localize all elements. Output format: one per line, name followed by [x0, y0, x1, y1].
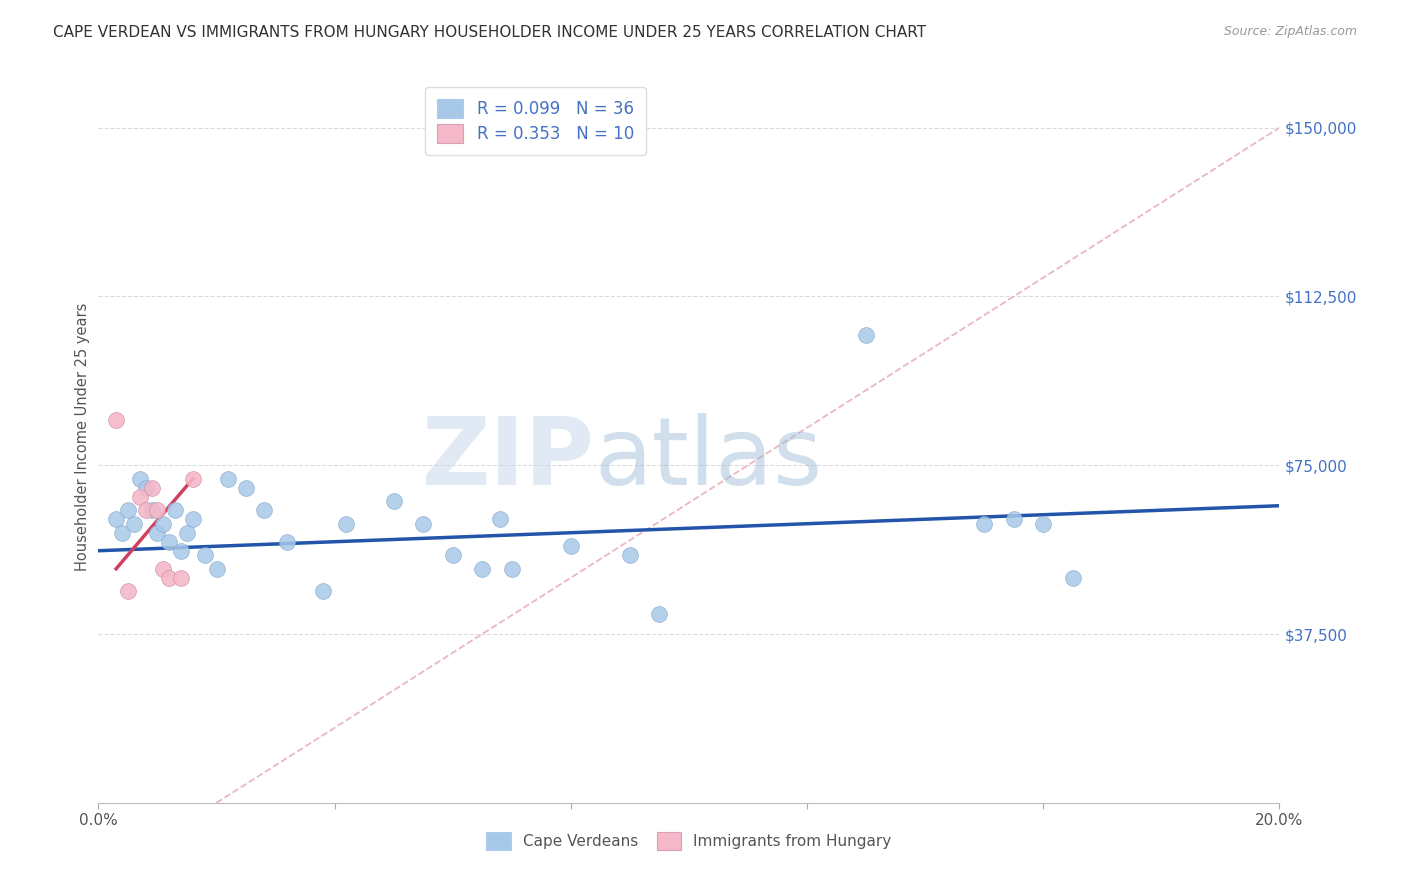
Point — [235, 481, 257, 495]
Point — [412, 516, 434, 531]
Point — [146, 503, 169, 517]
Point — [1002, 512, 1025, 526]
Point — [181, 472, 204, 486]
Point — [253, 503, 276, 517]
Point — [146, 525, 169, 540]
Point — [489, 512, 512, 526]
Point — [170, 543, 193, 558]
Legend: Cape Verdeans, Immigrants from Hungary: Cape Verdeans, Immigrants from Hungary — [478, 824, 900, 857]
Point — [560, 539, 582, 553]
Point — [157, 534, 180, 549]
Point — [170, 571, 193, 585]
Point — [135, 481, 157, 495]
Point — [855, 327, 877, 342]
Point — [135, 503, 157, 517]
Point — [1062, 571, 1084, 585]
Point — [157, 571, 180, 585]
Point — [122, 516, 145, 531]
Point — [217, 472, 239, 486]
Point — [128, 472, 150, 486]
Point — [117, 584, 139, 599]
Point — [501, 562, 523, 576]
Text: Source: ZipAtlas.com: Source: ZipAtlas.com — [1223, 25, 1357, 38]
Text: atlas: atlas — [595, 413, 823, 505]
Point — [117, 503, 139, 517]
Point — [648, 607, 671, 621]
Point — [312, 584, 335, 599]
Point — [141, 481, 163, 495]
Text: CAPE VERDEAN VS IMMIGRANTS FROM HUNGARY HOUSEHOLDER INCOME UNDER 25 YEARS CORREL: CAPE VERDEAN VS IMMIGRANTS FROM HUNGARY … — [53, 25, 927, 40]
Point — [619, 548, 641, 562]
Point — [335, 516, 357, 531]
Point — [152, 562, 174, 576]
Point — [141, 503, 163, 517]
Point — [105, 512, 128, 526]
Y-axis label: Householder Income Under 25 years: Householder Income Under 25 years — [75, 303, 90, 571]
Point — [205, 562, 228, 576]
Point — [194, 548, 217, 562]
Text: ZIP: ZIP — [422, 413, 595, 505]
Point — [165, 503, 187, 517]
Point — [111, 525, 134, 540]
Point — [152, 516, 174, 531]
Point — [441, 548, 464, 562]
Point — [105, 413, 128, 427]
Point — [176, 525, 198, 540]
Point — [181, 512, 204, 526]
Point — [1032, 516, 1054, 531]
Point — [128, 490, 150, 504]
Point — [276, 534, 298, 549]
Point — [973, 516, 995, 531]
Point — [471, 562, 494, 576]
Point — [382, 494, 405, 508]
